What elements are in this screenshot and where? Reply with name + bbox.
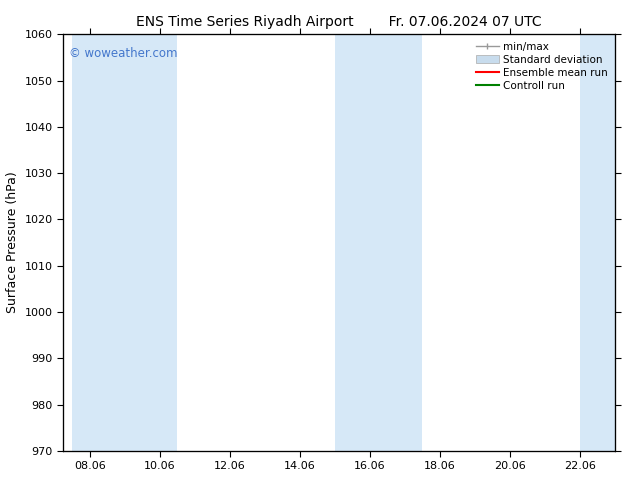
- Title: ENS Time Series Riyadh Airport        Fr. 07.06.2024 07 UTC: ENS Time Series Riyadh Airport Fr. 07.06…: [136, 15, 542, 29]
- Bar: [580, 34, 619, 451]
- Text: © woweather.com: © woweather.com: [69, 47, 178, 60]
- Bar: [335, 34, 422, 451]
- Y-axis label: Surface Pressure (hPa): Surface Pressure (hPa): [6, 172, 19, 314]
- Legend: min/max, Standard deviation, Ensemble mean run, Controll run: min/max, Standard deviation, Ensemble me…: [474, 40, 610, 93]
- Bar: [72, 34, 178, 451]
